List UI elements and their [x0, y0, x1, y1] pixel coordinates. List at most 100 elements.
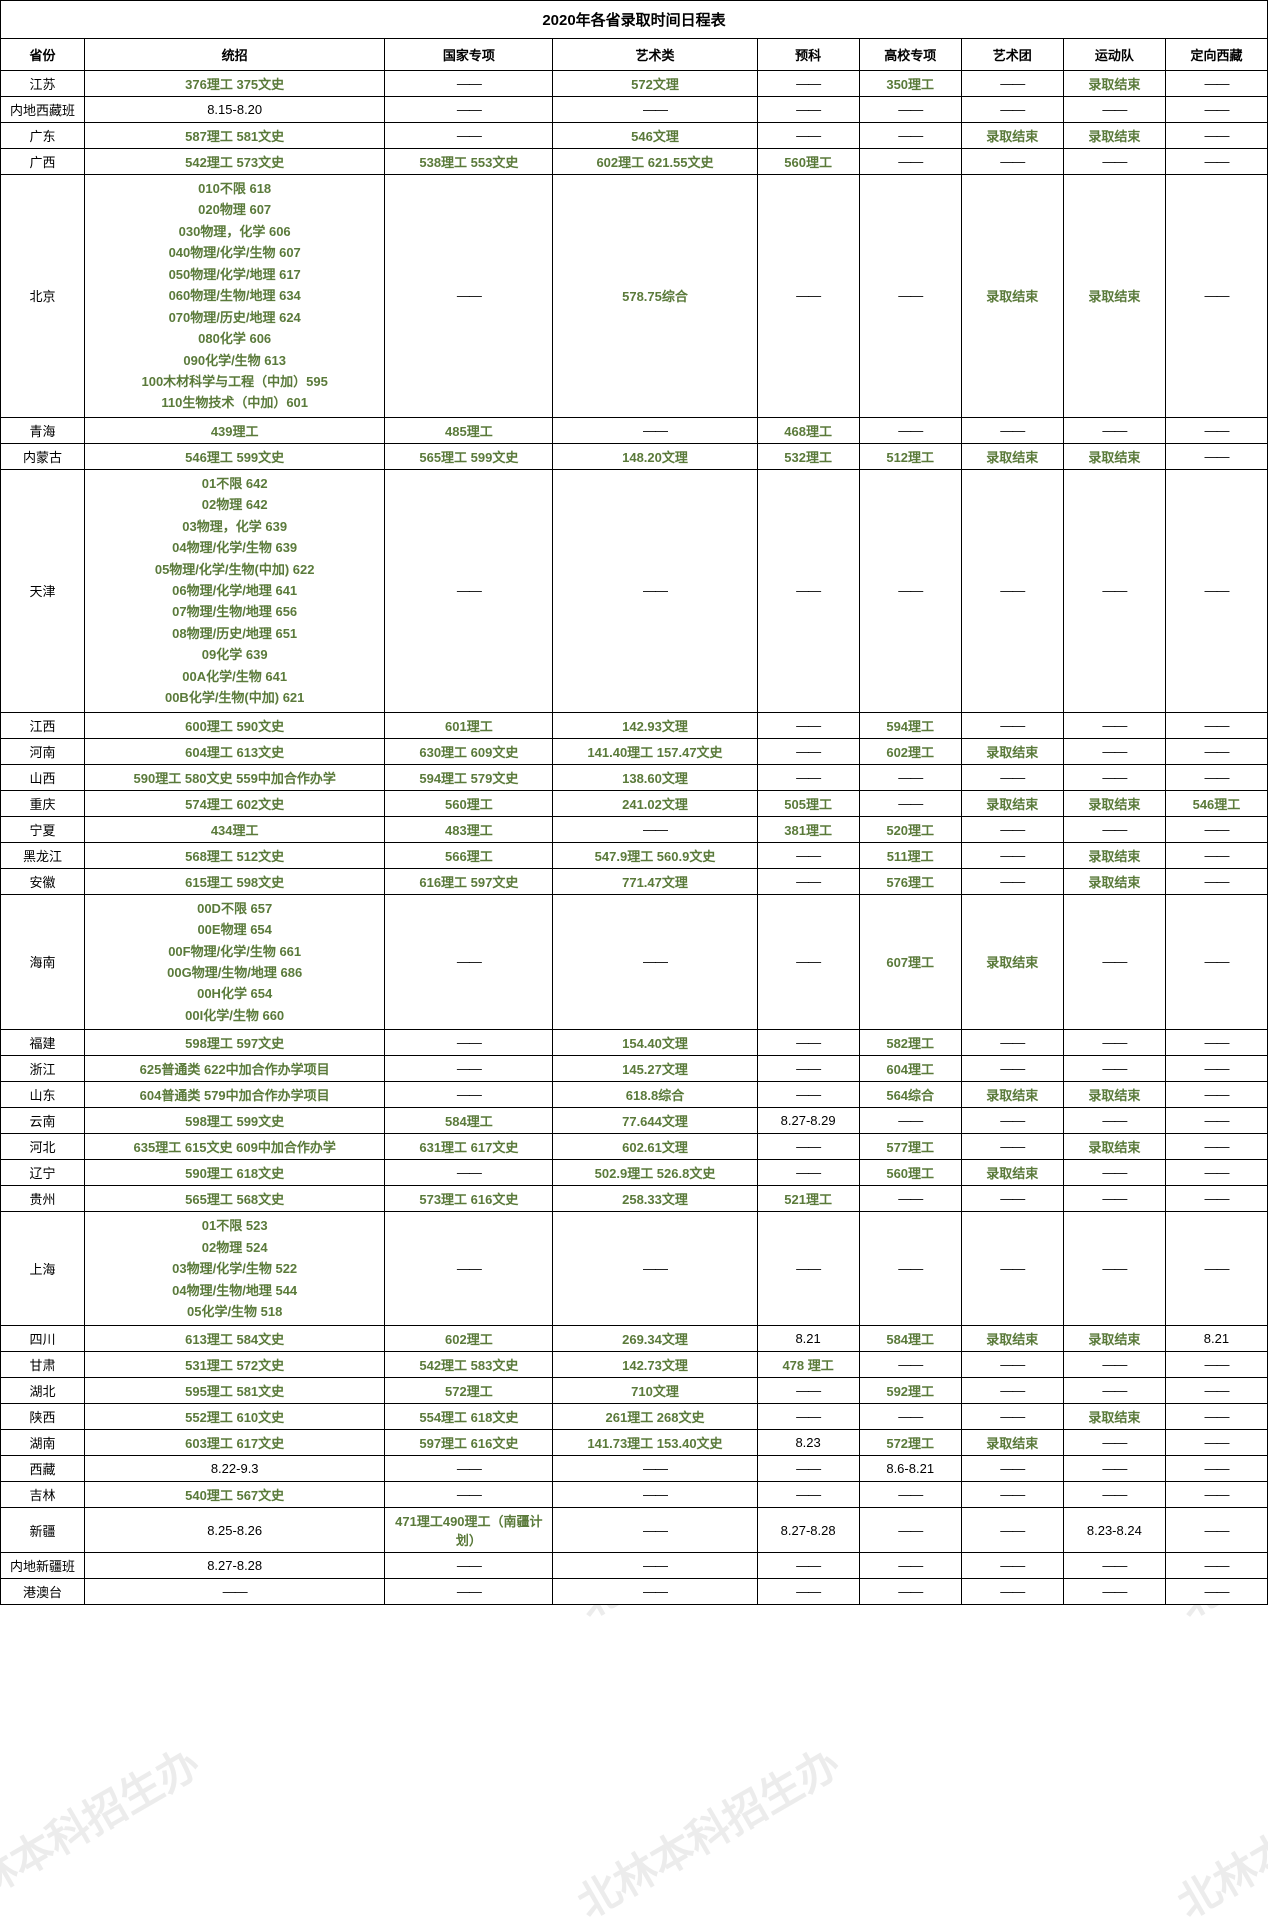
data-cell: —— [859, 1212, 961, 1326]
data-cell: —— [757, 1056, 859, 1082]
data-cell: 595理工 581文史 [85, 1378, 385, 1404]
data-cell: —— [757, 1030, 859, 1056]
data-cell: 512理工 [859, 443, 961, 469]
data-cell: 532理工 [757, 443, 859, 469]
data-cell: —— [961, 868, 1063, 894]
data-cell: —— [1165, 1160, 1267, 1186]
data-cell: 8.22-9.3 [85, 1456, 385, 1482]
data-cell: 604普通类 579中加合作办学项目 [85, 1082, 385, 1108]
data-cell: 376理工 375文史 [85, 71, 385, 97]
data-cell: —— [1165, 71, 1267, 97]
data-cell: 542理工 583文史 [385, 1352, 553, 1378]
data-cell: —— [757, 123, 859, 149]
data-cell: 261理工 268文史 [553, 1404, 757, 1430]
data-cell: —— [961, 1378, 1063, 1404]
data-cell: —— [1165, 469, 1267, 712]
data-cell: 616理工 597文史 [385, 868, 553, 894]
data-cell: —— [1165, 1553, 1267, 1579]
table-row: 海南00D不限 65700E物理 65400F物理/化学/生物 66100G物理… [1, 894, 1268, 1030]
data-cell: 478 理工 [757, 1352, 859, 1378]
data-cell: 531理工 572文史 [85, 1352, 385, 1378]
table-row: 重庆574理工 602文史560理工241.02文理505理工——录取结束录取结… [1, 790, 1268, 816]
data-cell: —— [757, 1134, 859, 1160]
province-cell: 广西 [1, 149, 85, 175]
data-cell: 471理工490理工（南疆计划） [385, 1508, 553, 1553]
data-cell: 568理工 512文史 [85, 842, 385, 868]
data-cell: —— [553, 1579, 757, 1605]
data-cell: 602理工 621.55文史 [553, 149, 757, 175]
data-cell: 8.15-8.20 [85, 97, 385, 123]
data-cell: —— [385, 1212, 553, 1326]
data-cell: 587理工 581文史 [85, 123, 385, 149]
schedule-table: 2020年各省录取时间日程表 省份 统招 国家专项 艺术类 预科 高校专项 艺术… [0, 0, 1268, 1605]
data-cell: 582理工 [859, 1030, 961, 1056]
table-row: 内地西藏班8.15-8.20—————————————— [1, 97, 1268, 123]
watermark: 北林本科招生办 [564, 1731, 849, 1930]
data-cell: 615理工 598文史 [85, 868, 385, 894]
data-cell: 录取结束 [961, 1160, 1063, 1186]
province-cell: 辽宁 [1, 1160, 85, 1186]
header-row: 省份 统招 国家专项 艺术类 预科 高校专项 艺术团 运动队 定向西藏 [1, 39, 1268, 71]
data-cell: —— [757, 842, 859, 868]
data-cell: —— [757, 712, 859, 738]
province-cell: 湖北 [1, 1378, 85, 1404]
data-cell: —— [1165, 1186, 1267, 1212]
data-cell: —— [1063, 97, 1165, 123]
data-cell: 141.73理工 153.40文史 [553, 1430, 757, 1456]
province-cell: 广东 [1, 123, 85, 149]
data-cell: 572理工 [385, 1378, 553, 1404]
table-row: 陕西552理工 610文史554理工 618文史261理工 268文史—————… [1, 1404, 1268, 1430]
data-cell: —— [1165, 97, 1267, 123]
data-cell: —— [1063, 1212, 1165, 1326]
data-cell: 8.23 [757, 1430, 859, 1456]
province-cell: 天津 [1, 469, 85, 712]
data-cell: 560理工 [385, 790, 553, 816]
data-cell: 录取结束 [961, 443, 1063, 469]
data-cell: —— [757, 1212, 859, 1326]
data-cell: —— [757, 1160, 859, 1186]
data-cell: 521理工 [757, 1186, 859, 1212]
data-cell: 8.21 [757, 1326, 859, 1352]
table-row: 四川613理工 584文史602理工269.34文理8.21584理工录取结束录… [1, 1326, 1268, 1352]
header-yishutuan: 艺术团 [961, 39, 1063, 71]
province-cell: 河南 [1, 738, 85, 764]
data-cell: 483理工 [385, 816, 553, 842]
data-cell: —— [553, 816, 757, 842]
data-cell: —— [1165, 1482, 1267, 1508]
data-cell: —— [859, 1553, 961, 1579]
data-cell: 8.27-8.28 [85, 1553, 385, 1579]
table-row: 辽宁590理工 618文史——502.9理工 526.8文史——560理工录取结… [1, 1160, 1268, 1186]
data-cell: 598理工 597文史 [85, 1030, 385, 1056]
data-cell: 584理工 [385, 1108, 553, 1134]
data-cell: —— [385, 894, 553, 1030]
data-cell: —— [961, 764, 1063, 790]
data-cell: —— [1063, 1553, 1165, 1579]
data-cell: —— [1063, 1160, 1165, 1186]
data-cell: —— [1165, 417, 1267, 443]
data-cell: —— [961, 1482, 1063, 1508]
data-cell: 142.93文理 [553, 712, 757, 738]
data-cell: —— [1063, 1579, 1165, 1605]
data-cell: 771.47文理 [553, 868, 757, 894]
data-cell: 565理工 568文史 [85, 1186, 385, 1212]
province-cell: 吉林 [1, 1482, 85, 1508]
data-cell: —— [961, 842, 1063, 868]
data-cell: 录取结束 [1063, 175, 1165, 418]
data-cell: —— [553, 1456, 757, 1482]
province-cell: 江西 [1, 712, 85, 738]
data-cell: 录取结束 [961, 894, 1063, 1030]
data-cell: 520理工 [859, 816, 961, 842]
data-cell: —— [385, 469, 553, 712]
data-cell: —— [961, 71, 1063, 97]
data-cell: —— [1063, 1430, 1165, 1456]
data-cell: —— [961, 1186, 1063, 1212]
data-cell: —— [1063, 417, 1165, 443]
table-row: 甘肃531理工 572文史542理工 583文史142.73文理478 理工——… [1, 1352, 1268, 1378]
header-guojia: 国家专项 [385, 39, 553, 71]
table-row: 吉林540理工 567文史—————————————— [1, 1482, 1268, 1508]
data-cell: 468理工 [757, 417, 859, 443]
data-cell: —— [385, 1456, 553, 1482]
data-cell: —— [385, 175, 553, 418]
data-cell: —— [385, 1482, 553, 1508]
table-row: 河北635理工 615文史 609中加合作办学631理工 617文史602.61… [1, 1134, 1268, 1160]
